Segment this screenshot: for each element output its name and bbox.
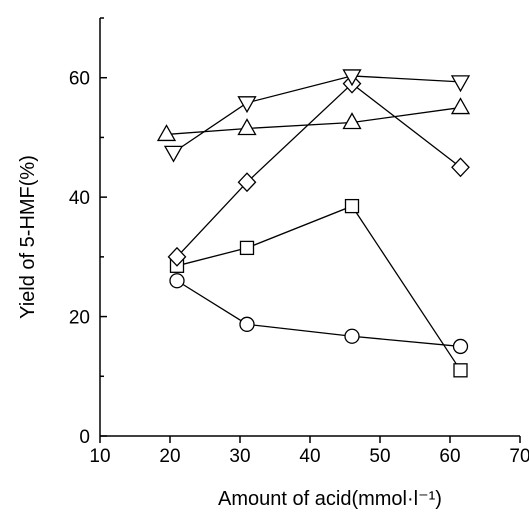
series-line-circle [176,280,461,348]
data-point-circle [344,328,360,344]
data-point-triangle-down [342,69,362,87]
y-tick-label: 60 [69,69,90,90]
data-point-triangle-down [237,96,257,114]
series-layer [156,69,471,378]
data-point-square [453,363,468,378]
data-point-triangle-up [237,118,257,136]
data-point-square [239,240,255,256]
data-point-circle [452,338,469,355]
data-point-diamond [167,246,187,267]
x-tick-label: 70 [509,446,529,467]
data-point-square [344,198,360,214]
series-line-diamond [176,82,461,258]
y-tick-label: 0 [79,427,90,448]
y-axis-title: Yield of 5-HMF(%) [17,155,39,319]
x-tick-label: 60 [439,446,460,467]
series-line-triangle-up [166,106,461,136]
series-square [169,198,468,378]
series-diamond [167,73,470,267]
ticks [99,17,521,443]
series-line-triangle-down [173,75,461,153]
y-tick-label: 20 [69,308,90,329]
data-point-triangle-up [450,97,471,115]
x-tick-label: 50 [369,446,390,467]
series-triangle-up [156,97,471,142]
data-point-circle [169,273,185,289]
tick-labels: 10 20 30 40 50 60 70 0 20 40 60 [69,69,529,467]
x-tick-label: 40 [299,446,320,467]
x-tick-label: 10 [89,446,110,467]
data-point-triangle-up [156,124,177,142]
series-line-square [176,205,462,371]
series-triangle-down [163,69,471,163]
data-point-triangle-down [450,75,471,93]
data-point-diamond [237,172,257,193]
x-axis-title: Amount of acid(mmol·l⁻¹) [218,488,442,510]
data-point-triangle-up [342,112,362,130]
x-tick-label: 20 [159,446,180,467]
series-circle [169,273,469,355]
x-tick-label: 30 [229,446,250,467]
data-point-diamond [451,157,470,178]
data-point-circle [239,316,255,332]
y-tick-label: 40 [69,188,90,209]
data-point-triangle-down [163,145,184,163]
